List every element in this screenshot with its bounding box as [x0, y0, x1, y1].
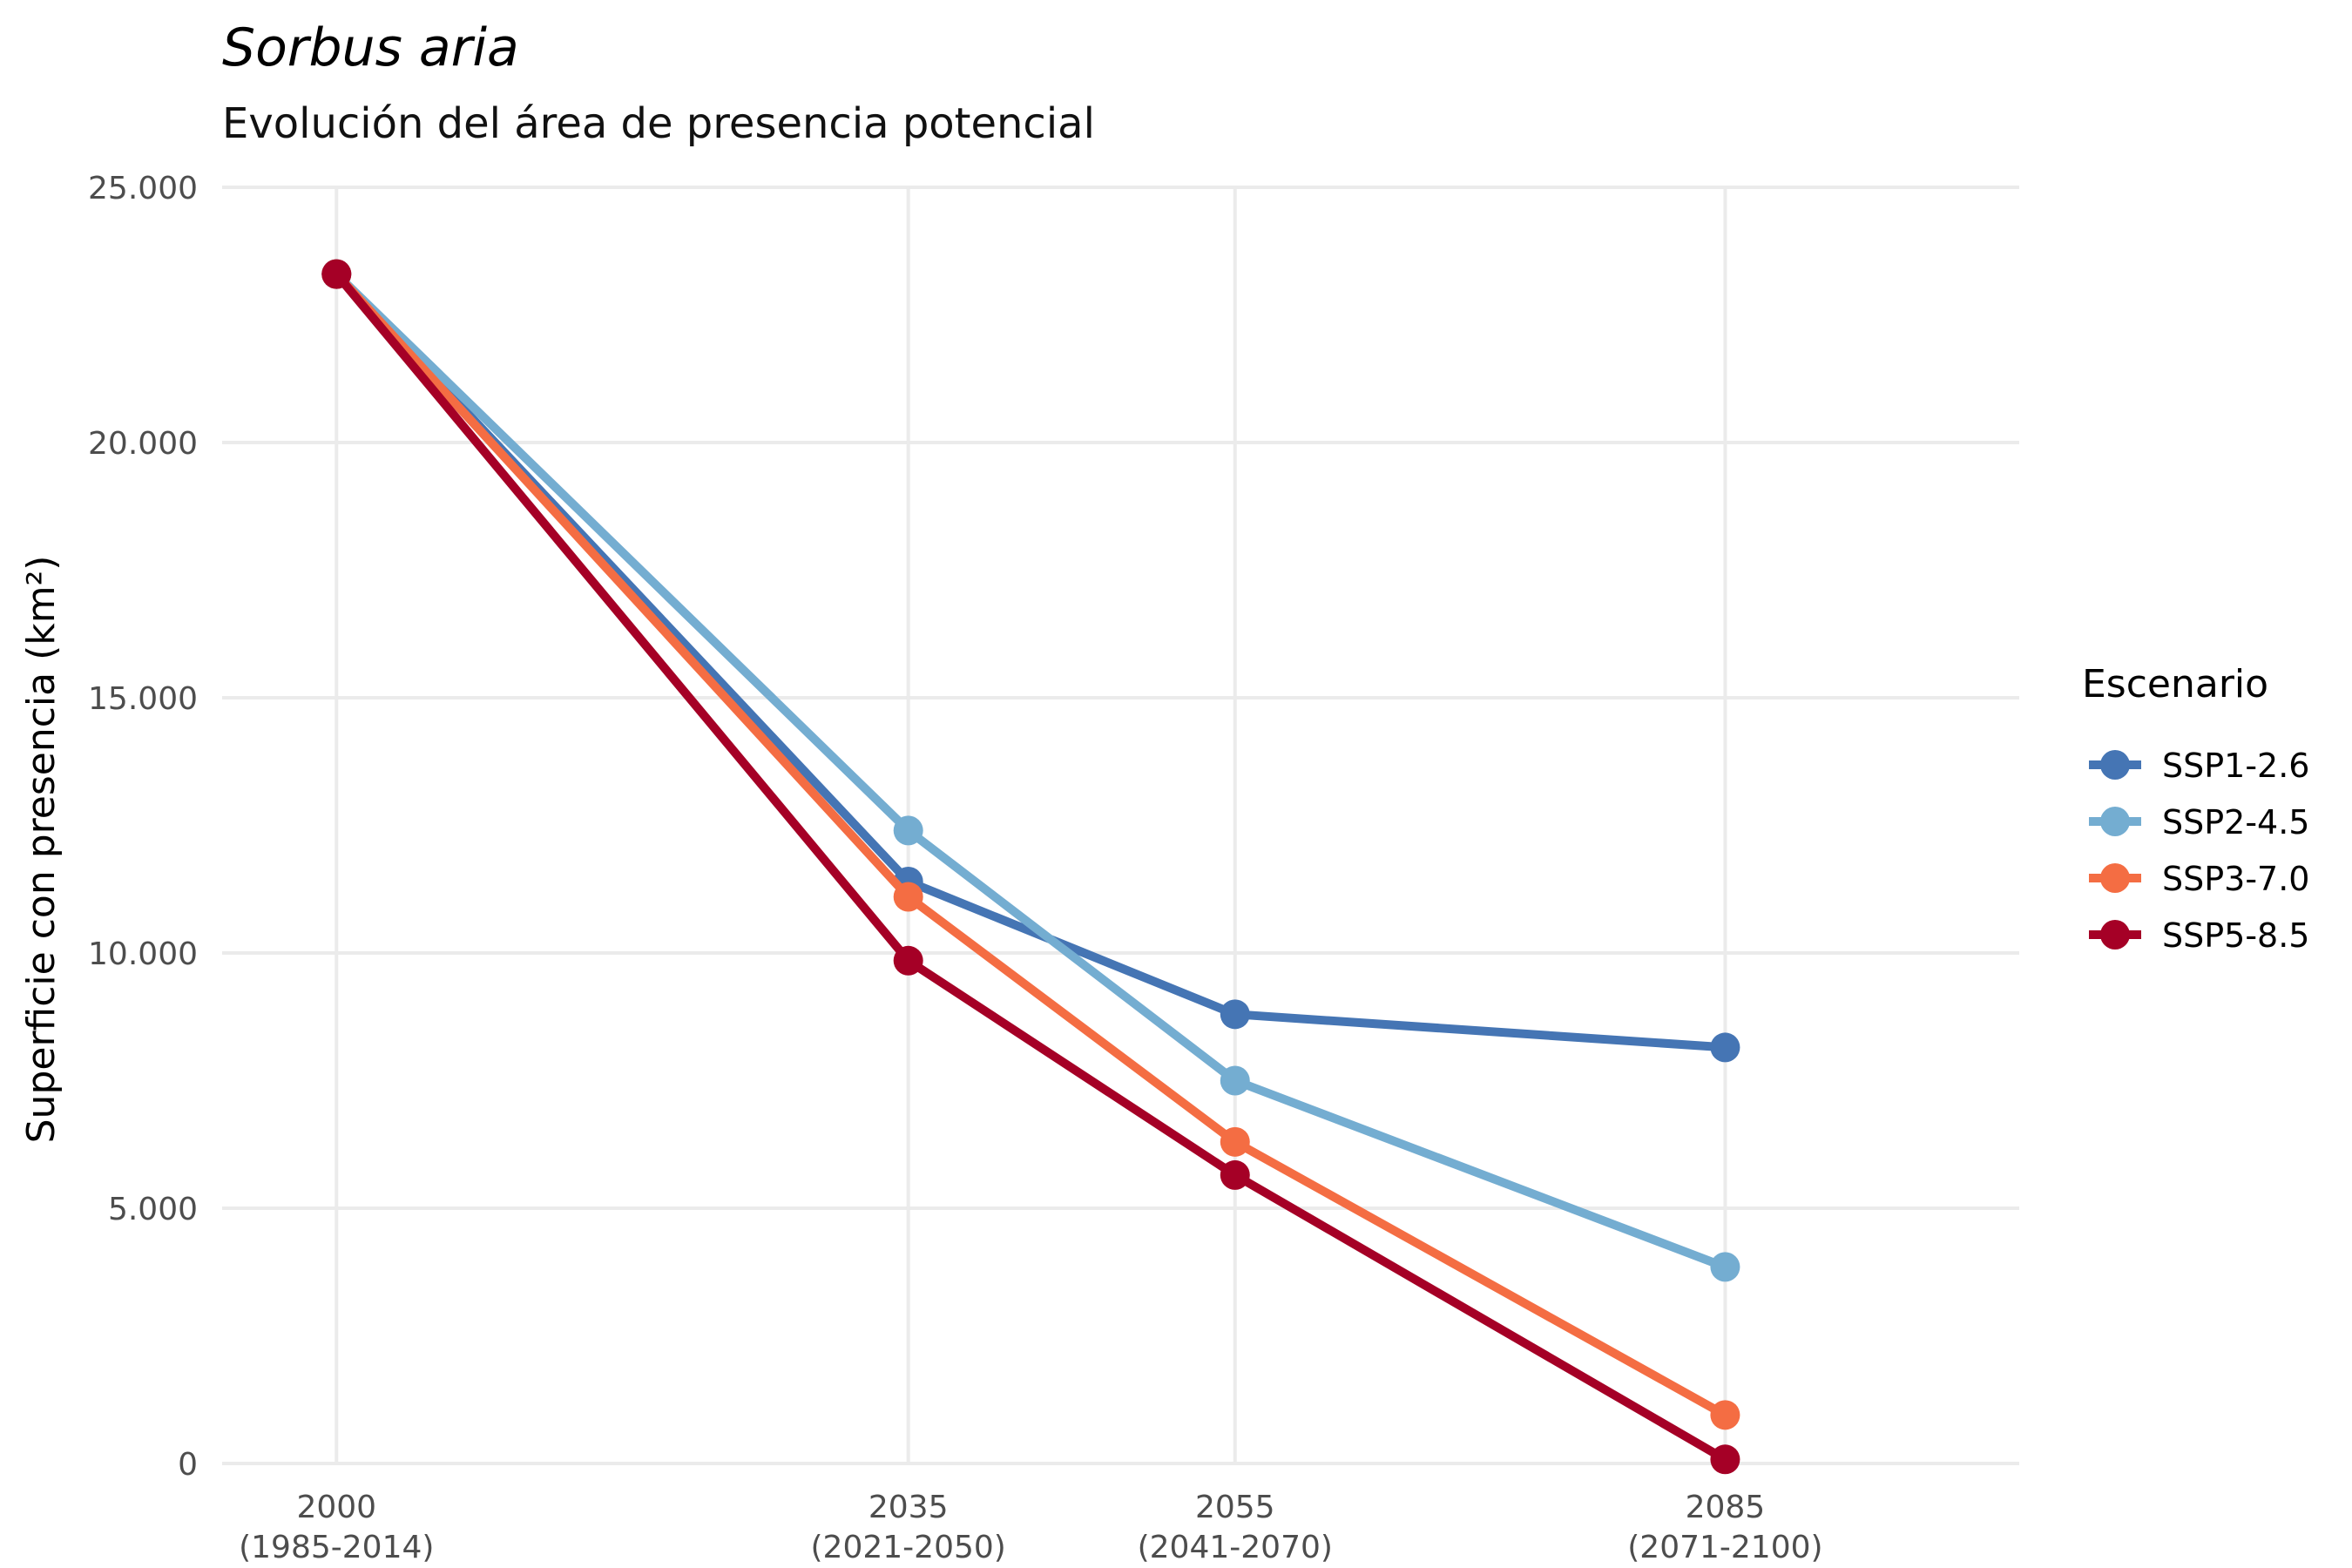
legend-item: SSP2-4.5 [2089, 803, 2309, 841]
legend: Escenario SSP1-2.6 SSP2-4.5 SSP3-7.0 SSP5-8… [2082, 662, 2309, 955]
chart-title: Sorbus aria [222, 17, 519, 78]
x-tick-label: 2035 (2021-2050) [811, 1490, 1006, 1565]
legend-key-point [2100, 807, 2130, 836]
data-point [893, 945, 923, 976]
y-tick-label: 10.000 [88, 936, 198, 972]
legend-label: SSP3-7.0 [2162, 860, 2309, 898]
series-line [332, 269, 1730, 1464]
data-point [321, 259, 352, 289]
y-tick-label: 5.000 [108, 1192, 198, 1227]
data-point [1220, 999, 1250, 1030]
data-point [1710, 1444, 1740, 1475]
series-SSP5-8.5 [321, 259, 1740, 1475]
y-tick-label: 0 [178, 1447, 198, 1483]
data-point [893, 815, 923, 846]
data-point [1220, 1065, 1250, 1096]
series-line [332, 269, 1730, 1052]
legend-title: Escenario [2082, 662, 2268, 706]
y-axis-label: Superficie con presencia (km²) [19, 556, 64, 1144]
x-axis-ticks: 2000 (1985-2014) 2035 (2021-2050) 2055 (2041-… [239, 1490, 1822, 1565]
y-tick-label: 20.000 [88, 426, 198, 462]
series-lines [321, 259, 1740, 1475]
legend-key-point [2100, 863, 2130, 893]
x-tick-label: 2085 (2071-2100) [1627, 1490, 1822, 1565]
legend-label: SSP2-4.5 [2162, 803, 2309, 841]
data-point [893, 882, 923, 912]
legend-label: SSP5-8.5 [2162, 916, 2309, 955]
series-SSP1-2.6 [321, 259, 1740, 1063]
series-SSP3-7.0 [321, 259, 1740, 1430]
series-line [332, 269, 1730, 1272]
data-point [1710, 1032, 1740, 1063]
legend-key-point [2100, 750, 2130, 780]
y-axis-ticks: 0 5.000 10.000 15.000 20.000 25.000 [88, 171, 198, 1483]
x-tick-label: 2000 (1985-2014) [239, 1490, 434, 1565]
y-tick-label: 15.000 [88, 681, 198, 717]
legend-key-point [2100, 920, 2130, 950]
x-tick-label: 2055 (2041-2070) [1138, 1490, 1333, 1565]
data-point [1220, 1126, 1250, 1157]
legend-item: SSP5-8.5 [2089, 916, 2309, 955]
gridlines [222, 186, 2019, 1465]
data-point [1220, 1159, 1250, 1190]
series-line [332, 269, 1730, 1420]
legend-label: SSP1-2.6 [2162, 747, 2309, 785]
data-point [1710, 1252, 1740, 1282]
legend-item: SSP3-7.0 [2089, 860, 2309, 898]
series-SSP2-4.5 [321, 259, 1740, 1282]
y-tick-label: 25.000 [88, 171, 198, 206]
data-point [1710, 1400, 1740, 1430]
legend-item: SSP1-2.6 [2089, 747, 2309, 785]
chart-subtitle: Evolución del área de presencia potencia… [222, 99, 1095, 148]
